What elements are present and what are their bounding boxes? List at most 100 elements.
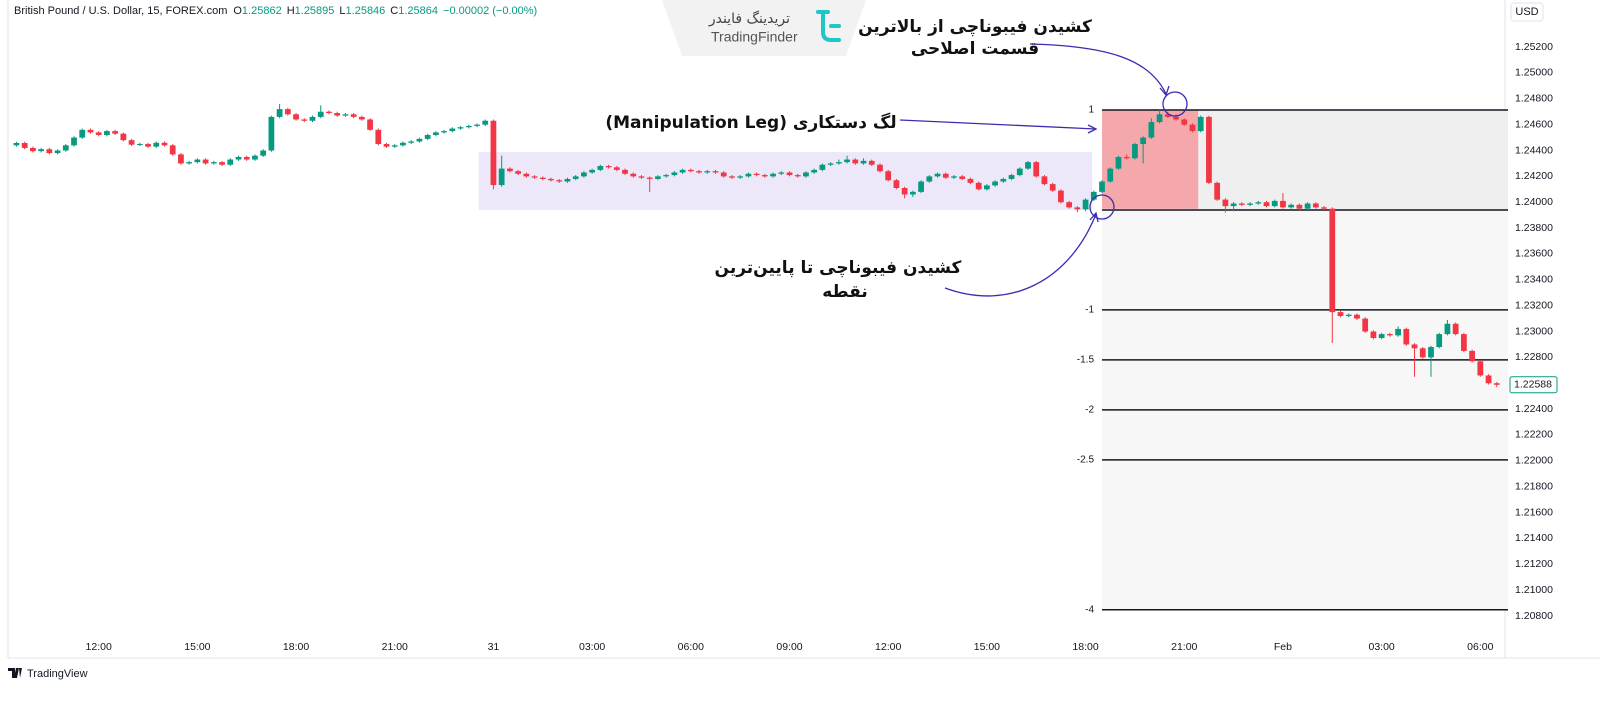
candle-body <box>507 168 513 172</box>
candle-body <box>1008 175 1015 179</box>
y-tick-label: 1.24400 <box>1515 144 1553 156</box>
candle-body <box>1452 323 1459 335</box>
candle-body <box>309 116 316 121</box>
highlight-circle <box>1162 91 1188 117</box>
change: −0.00002 (−0.00%) <box>443 5 537 17</box>
x-tick-label: Feb <box>1274 641 1292 653</box>
candle-body <box>761 175 768 177</box>
candle-body <box>622 169 628 174</box>
candle-body <box>663 175 670 177</box>
candle-body <box>194 159 201 163</box>
header: British Pound / U.S. Dollar, 15, FOREX.c… <box>14 5 537 17</box>
candle-body <box>490 120 497 186</box>
x-tick-label: 21:00 <box>1171 641 1197 653</box>
candle-body <box>885 171 892 181</box>
candle-body <box>1156 114 1163 123</box>
candle-body <box>687 169 694 172</box>
candle-body <box>696 171 702 173</box>
annotation: نقطه <box>822 282 868 302</box>
fib-label: -1 <box>1085 305 1094 316</box>
candle-body <box>1041 176 1048 185</box>
candle-body <box>852 159 859 164</box>
y-tick-label: 1.23000 <box>1515 325 1553 337</box>
arrow-head <box>1089 211 1099 223</box>
logo-fa: تریدینگ فایندر <box>708 10 790 27</box>
candle-body <box>71 137 77 146</box>
x-tick-label: 12:00 <box>875 641 901 653</box>
candle-body <box>704 171 711 173</box>
candle-body <box>293 114 299 120</box>
candle-body <box>465 125 472 128</box>
candle-body <box>350 114 357 117</box>
candle-body <box>1238 203 1245 205</box>
candle-body <box>794 175 801 177</box>
candle-body <box>1444 323 1451 335</box>
x-tick-label: 12:00 <box>86 641 112 653</box>
candle-body <box>984 185 990 190</box>
candle-body <box>30 147 36 152</box>
ohlc-key: H <box>287 5 295 17</box>
arrow-head <box>1087 124 1098 134</box>
candle-body <box>79 129 86 138</box>
y-tick-label: 1.21800 <box>1515 480 1553 492</box>
y-tick-label: 1.25200 <box>1515 41 1553 53</box>
candle-body <box>210 162 217 164</box>
candle-body <box>326 111 332 114</box>
y-tick-label: 1.21200 <box>1515 558 1553 570</box>
candle-body <box>252 155 258 160</box>
candle-body <box>112 131 119 134</box>
candle-body <box>301 119 308 121</box>
candle-body <box>638 176 645 178</box>
candle-body <box>877 164 883 172</box>
candle-body <box>1066 202 1073 208</box>
candle-body <box>1206 116 1212 183</box>
candle-body <box>1000 178 1007 182</box>
candle-body <box>317 111 324 117</box>
y-tick-label: 1.24800 <box>1515 93 1553 105</box>
candle-body <box>1354 314 1360 319</box>
candle-body <box>1362 318 1369 332</box>
candle-body <box>1173 116 1179 120</box>
x-tick-label: 18:00 <box>283 641 309 653</box>
x-tick-label: 15:00 <box>974 641 1000 653</box>
candle-body <box>893 180 900 188</box>
candle-body <box>679 169 686 173</box>
candle-body <box>1337 312 1344 317</box>
highlight-circle <box>1089 194 1115 220</box>
candle-body <box>934 173 941 177</box>
candle-body <box>819 164 826 170</box>
y-tick-label: 1.24000 <box>1515 196 1553 208</box>
candle-body <box>474 124 480 126</box>
x-tick-label: 06:00 <box>678 641 704 653</box>
candle-body <box>1493 383 1500 385</box>
candle-body <box>1074 207 1081 210</box>
logo-en: TradingFinder <box>711 29 798 45</box>
x-tick-label: 31 <box>488 641 500 653</box>
candle-body <box>1329 208 1336 313</box>
candle-body <box>803 172 809 177</box>
fib-label: -1.5 <box>1077 355 1095 366</box>
candle-body <box>1222 199 1229 207</box>
candle-body <box>424 134 431 139</box>
candle-body <box>597 166 604 170</box>
candle-body <box>186 162 193 164</box>
logo-panel <box>662 0 866 56</box>
candle-body <box>178 154 184 164</box>
candle-body <box>441 131 447 133</box>
y-tick-label: 1.24600 <box>1515 118 1553 130</box>
candle-body <box>926 176 933 182</box>
y-tick-label: 1.24200 <box>1515 170 1553 182</box>
candle-body <box>1107 168 1114 182</box>
last-price-label: 1.22588 <box>1514 379 1552 391</box>
fib-label: -2 <box>1085 405 1094 416</box>
candle-body <box>1485 375 1492 384</box>
y-tick-label: 1.21000 <box>1515 584 1553 596</box>
y-tick-label: 1.23400 <box>1515 274 1553 286</box>
ohlc-value: 1.25895 <box>295 5 335 17</box>
candle-body <box>909 191 916 195</box>
y-tick-label: 1.22400 <box>1515 403 1553 415</box>
candle-body <box>358 116 365 120</box>
candle-body <box>811 169 818 173</box>
candle-body <box>581 172 587 177</box>
